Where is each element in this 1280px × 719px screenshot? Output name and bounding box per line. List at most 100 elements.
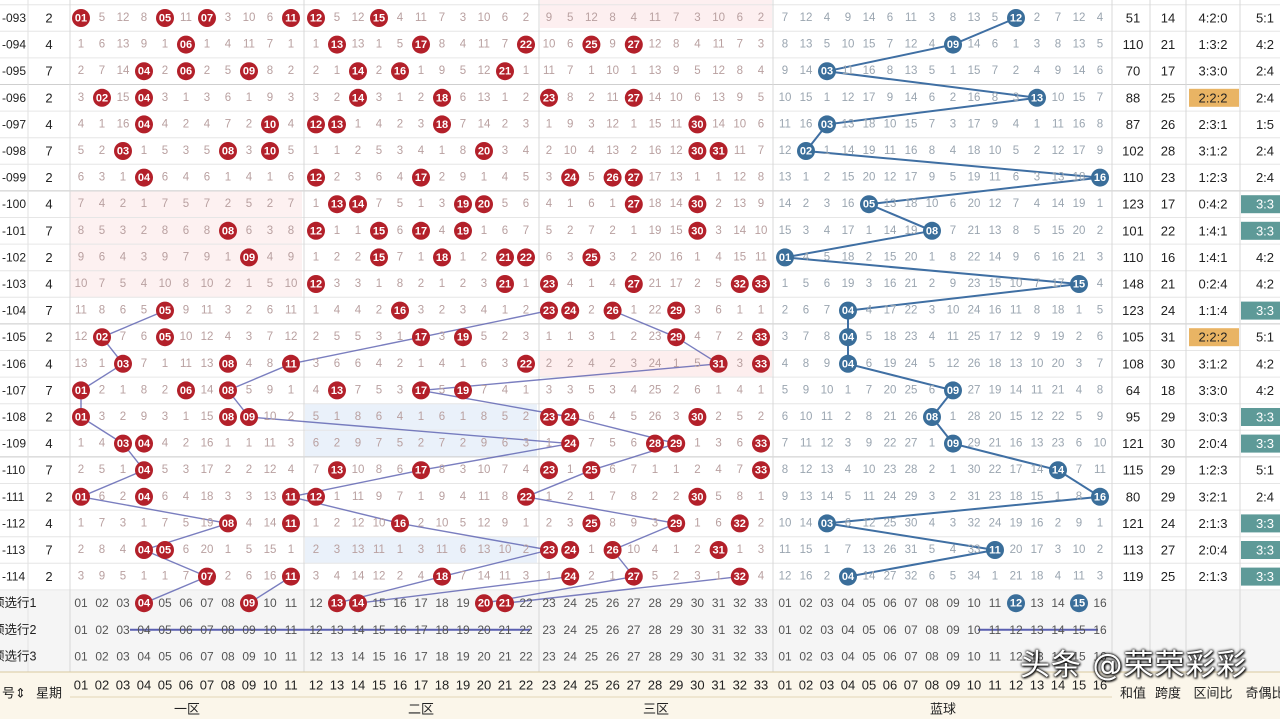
red-ball [540, 275, 558, 293]
omission-red: 6 [313, 438, 319, 450]
omission-red: 4 [120, 544, 127, 556]
omission-red: 7 [502, 464, 508, 476]
predict-red-ball[interactable] [349, 594, 367, 613]
red-ball [752, 434, 770, 453]
omission-red: 3 [397, 384, 403, 396]
omission-blue: 15 [905, 118, 918, 130]
omission-blue: 15 [968, 65, 981, 77]
blue-ball-number: 01 [779, 252, 791, 264]
predict-red-option: 27 [627, 596, 641, 610]
odd-even-cell: 3:3 [1256, 543, 1274, 558]
column-number: 09 [242, 678, 256, 693]
omission-blue: 2 [1076, 331, 1082, 343]
omission-red: 3 [737, 358, 743, 370]
omission-red: 8 [737, 491, 743, 503]
omission-red: 24 [649, 358, 662, 370]
omission-red: 1 [588, 544, 594, 556]
omission-red: 9 [439, 65, 445, 77]
omission-blue: 9 [1076, 517, 1082, 529]
predict-row[interactable]: 预选行2010203040506070809101112131415161718… [0, 623, 1107, 637]
red-ball [114, 434, 132, 453]
omission-red: 11 [607, 92, 619, 104]
omission-blue: 6 [929, 384, 935, 396]
omission-blue: 9 [929, 172, 935, 184]
omission-red: 5 [78, 145, 84, 157]
period-header[interactable]: 号⇕ [2, 686, 26, 701]
predict-blue-number: 12 [1010, 598, 1022, 610]
omission-red: 1 [246, 92, 252, 104]
predict-red-ball[interactable] [240, 594, 258, 613]
weekday-cell: 2 [45, 250, 52, 265]
weekday-cell: 7 [45, 144, 52, 159]
omission-red: 1 [313, 145, 319, 157]
omission-red: 2 [162, 384, 168, 396]
omission-blue: 8 [782, 464, 788, 476]
red-ball [688, 142, 707, 160]
predict-blue-ball[interactable] [1070, 594, 1088, 613]
red-ball [624, 275, 643, 293]
red-ball [433, 248, 451, 267]
span-cell: 29 [1161, 463, 1175, 478]
blue-ball-number: 16 [1094, 172, 1106, 184]
omission-red: 4 [758, 65, 765, 77]
span-cell: 18 [1161, 383, 1175, 398]
omission-red: 8 [376, 464, 382, 476]
predict-row[interactable]: 预选行3010203040506070809101112131415161718… [0, 649, 1107, 663]
omission-red: 1 [99, 118, 105, 130]
omission-red: 2 [376, 65, 382, 77]
omission-blue: 10 [926, 198, 939, 210]
red-ball [454, 221, 472, 240]
predict-red-ball[interactable] [328, 594, 346, 613]
omission-red: 9 [673, 65, 679, 77]
red-ball-number: 08 [222, 146, 234, 158]
omission-blue: 4 [950, 544, 957, 556]
omission-blue: 2 [1055, 517, 1061, 529]
predict-red-option: 20 [477, 649, 491, 663]
omission-blue: 15 [989, 278, 1002, 290]
omission-red: 9 [141, 411, 147, 423]
omission-red: 2 [523, 544, 529, 556]
red-ball [307, 275, 325, 293]
omission-red: 8 [141, 384, 147, 396]
red-ball-number: 26 [606, 545, 618, 557]
period-cell: -102 [2, 250, 26, 264]
omission-red: 6 [99, 39, 105, 51]
odd-even-cell: 2:4 [1256, 64, 1274, 79]
zone-ratio-cell: 1:4:1 [1199, 250, 1228, 265]
omission-blue: 11 [884, 145, 896, 157]
omission-red: 6 [758, 118, 764, 130]
sum-cell: 70 [1126, 64, 1140, 79]
span-cell: 24 [1161, 303, 1175, 318]
column-number-blue: 16 [1093, 678, 1107, 693]
omission-blue: 10 [1052, 92, 1065, 104]
predict-red-option: 01 [74, 649, 88, 663]
period-cell: -095 [2, 64, 26, 78]
predict-red-ball[interactable] [475, 594, 493, 613]
column-number-blue: 03 [820, 678, 834, 693]
omission-blue: 6 [1076, 438, 1082, 450]
omission-red: 1 [609, 198, 615, 210]
omission-red: 3 [355, 172, 361, 184]
odd-even-cell: 5:1 [1256, 330, 1274, 345]
column-number: 21 [498, 678, 512, 693]
omission-red: 11 [243, 39, 255, 51]
omission-red: 4 [737, 384, 744, 396]
predict-red-ball[interactable] [496, 594, 514, 613]
blue-ball [818, 115, 836, 134]
red-ball [328, 115, 346, 134]
red-ball [667, 328, 686, 347]
omission-red: 10 [478, 464, 491, 476]
omission-red: 2 [694, 464, 700, 476]
red-ball [582, 35, 601, 54]
predict-blue-ball[interactable] [1007, 594, 1025, 613]
predict-red-ball[interactable] [135, 594, 153, 613]
omission-red: 8 [609, 517, 615, 529]
predict-row[interactable]: 预选行1010203040506070809101112131415161718… [0, 594, 1107, 613]
blue-ball [839, 567, 857, 586]
omission-red: 6 [120, 305, 126, 317]
predict-blue-option: 02 [799, 649, 813, 663]
omission-blue: 11 [800, 438, 812, 450]
omission-red: 4 [225, 39, 232, 51]
omission-blue: 8 [1097, 384, 1103, 396]
red-ball-number: 18 [436, 252, 448, 264]
